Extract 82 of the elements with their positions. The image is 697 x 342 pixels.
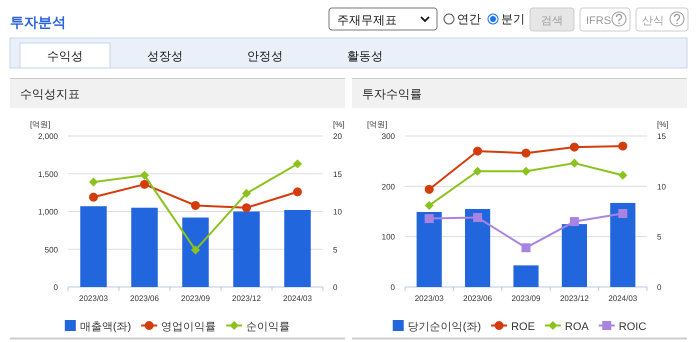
point [89, 178, 98, 187]
y-tick-label: 200 [382, 182, 396, 192]
point [522, 148, 530, 158]
bar [465, 208, 490, 287]
legend-label: 매출액(좌) [80, 321, 132, 333]
y-tick-label: 500 [44, 245, 59, 254]
y-tick-label: 0 [390, 283, 396, 292]
point [140, 180, 149, 189]
point [242, 203, 251, 212]
point [570, 158, 579, 168]
y2-tick-label: 15 [657, 132, 666, 141]
x-tick-label: 2023/03 [79, 294, 109, 303]
y2-tick-label: 0 [333, 283, 338, 292]
text: 주재무제표 [337, 13, 397, 27]
point [473, 166, 482, 176]
chart-title: 수익성지표 [20, 87, 80, 101]
x-tick-label: 2023/12 [232, 294, 262, 303]
point [140, 170, 149, 180]
point [242, 188, 251, 198]
legend-label: 영업이익률 [161, 321, 216, 333]
point [293, 159, 302, 168]
bar [610, 202, 636, 287]
text: IFRS [586, 15, 612, 27]
point [570, 217, 579, 226]
point [618, 142, 628, 151]
x-tick-label: 2024/03 [283, 294, 313, 303]
y-axis-title: [억원] [30, 120, 50, 129]
point [424, 200, 434, 210]
x-tick-label: 2023/09 [181, 294, 211, 303]
text: 투자분석 [10, 14, 66, 30]
text: 분기 [501, 12, 525, 26]
x-tick-label: 2023/12 [560, 294, 590, 303]
chart-title: 투자수익률 [362, 87, 422, 101]
point [473, 146, 482, 156]
point [191, 200, 200, 210]
point [424, 184, 434, 194]
text: 안정성 [247, 49, 283, 63]
y-tick-label: 1,500 [38, 170, 59, 179]
legend-label: ROA [564, 321, 590, 333]
x-tick-label: 2023/09 [512, 294, 542, 303]
x-tick-label: 2023/06 [463, 294, 493, 303]
y2-tick-label: 5 [657, 232, 662, 242]
text: 활동성 [347, 49, 383, 63]
y-tick-label: 0 [54, 283, 59, 292]
legend-label: ROE [511, 321, 535, 333]
y2-tick-label: 0 [657, 283, 662, 292]
text: 검색 [541, 15, 563, 27]
legend-label: 당기순이익(좌) [408, 321, 482, 333]
point [570, 142, 579, 152]
bar [562, 224, 587, 287]
x-tick-label: 2023/03 [414, 294, 444, 303]
text: 성장성 [147, 49, 183, 63]
point [473, 213, 482, 222]
y-tick-label: 100 [382, 232, 396, 242]
point [191, 246, 200, 255]
text: 연간 [457, 12, 481, 26]
legend-label: ROIC [618, 321, 646, 333]
y-tick-label: 1,000 [38, 208, 59, 216]
point [618, 170, 628, 180]
x-tick-label: 2024/03 [608, 294, 638, 303]
y2-axis-title: [%] [333, 120, 345, 129]
point [522, 243, 530, 252]
bar [513, 265, 539, 287]
point [89, 192, 98, 202]
x-tick-label: 2023/06 [130, 294, 160, 303]
bar [416, 212, 442, 287]
text: 산식 [642, 15, 664, 27]
legend-label: 순이익률 [246, 321, 290, 333]
point [618, 209, 628, 218]
y2-tick-label: 10 [333, 208, 342, 216]
y2-tick-label: 15 [333, 170, 342, 179]
point [522, 166, 530, 176]
y2-axis-title: [%] [657, 120, 669, 129]
y-tick-label: 300 [382, 132, 396, 141]
y2-tick-label: 5 [333, 245, 338, 254]
y-tick-label: 2,000 [38, 132, 59, 141]
y-axis-title: [억원] [367, 120, 388, 129]
point [293, 187, 302, 196]
point [424, 214, 434, 224]
text: 수익성 [47, 49, 83, 63]
y2-tick-label: 10 [657, 182, 666, 192]
y2-tick-label: 20 [333, 132, 342, 141]
